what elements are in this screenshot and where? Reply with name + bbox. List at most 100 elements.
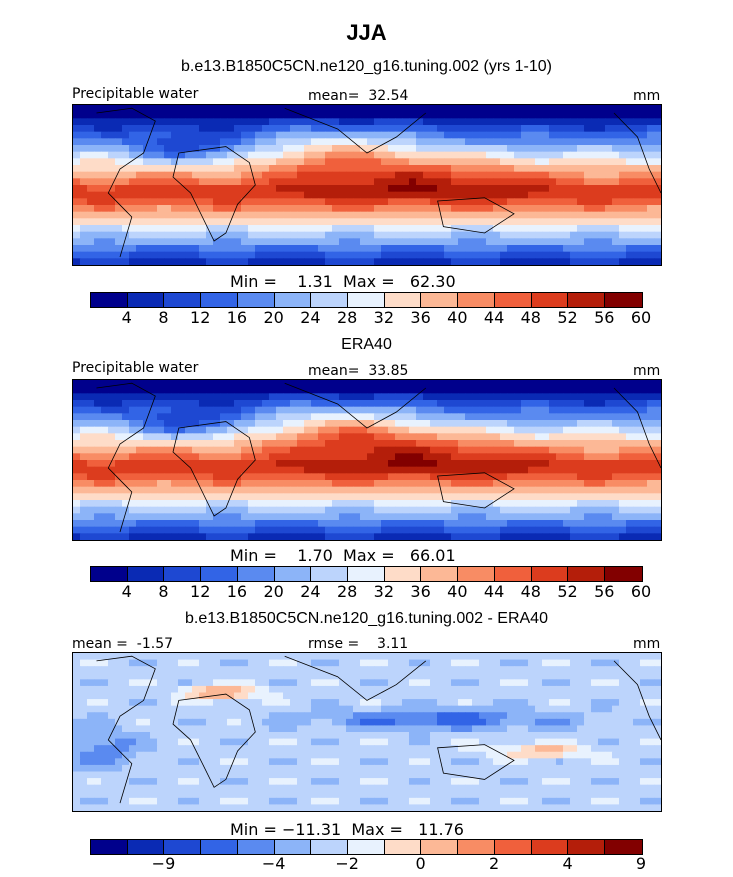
colorbar-tick-label: 24 — [300, 308, 321, 327]
colorbar-tick-label: −9 — [151, 854, 176, 873]
colorbar-swatch — [458, 567, 495, 581]
colorbar-tick-label: 40 — [447, 308, 468, 327]
colorbar-swatch — [605, 840, 642, 854]
colorbar-tick-label: 28 — [336, 308, 358, 327]
colorbar-swatch — [127, 567, 165, 581]
panel2-map-field — [73, 380, 661, 540]
colorbar-swatch — [91, 840, 128, 854]
panel3-map-field — [73, 653, 661, 811]
panel1-left-label: Precipitable water — [72, 86, 199, 102]
colorbar-swatch — [531, 840, 569, 854]
colorbar-swatch — [348, 567, 385, 581]
colorbar-swatch — [274, 840, 312, 854]
panel2-mean-label: mean= 33.85 — [308, 363, 409, 379]
colorbar-tick-label: 48 — [520, 308, 541, 327]
colorbar-tick-label: 56 — [594, 308, 615, 327]
colorbar-tick-label: 4 — [121, 308, 132, 327]
colorbar-tick-label: 44 — [483, 308, 505, 327]
panel1-minmax: Min = 1.31 Max = 62.30 — [230, 272, 456, 291]
colorbar-tick-label: 44 — [483, 582, 505, 601]
colorbar-swatch — [605, 293, 642, 307]
colorbar-swatch — [237, 567, 275, 581]
colorbar-tick-label: 60 — [630, 582, 652, 601]
panel3-mean-label: mean = -1.57 — [72, 636, 174, 652]
colorbar-swatch — [164, 293, 202, 307]
colorbar-tick-label: 60 — [630, 308, 652, 327]
panel2-units-label: mm — [633, 363, 661, 379]
colorbar-tick-label: 36 — [410, 582, 431, 601]
panel1-units-label: mm — [633, 88, 661, 104]
colorbar-swatch — [605, 567, 642, 581]
colorbar-tick-label: 52 — [557, 308, 578, 327]
colorbar-swatch — [201, 840, 238, 854]
colorbar-swatch — [531, 293, 569, 307]
colorbar-tick-label: 0 — [415, 854, 426, 873]
colorbar-swatch — [311, 840, 349, 854]
colorbar-tick-label: 2 — [488, 854, 500, 873]
colorbar-swatch — [568, 567, 606, 581]
panel1-map-field — [73, 105, 661, 265]
colorbar-tick-label: 4 — [562, 854, 573, 873]
panel2-map — [72, 379, 662, 541]
colorbar-swatch — [531, 567, 569, 581]
colorbar-tick-label: 4 — [121, 582, 132, 601]
panel3-map — [72, 652, 662, 812]
colorbar-swatch — [274, 293, 312, 307]
colorbar-swatch — [201, 567, 238, 581]
colorbar-swatch — [164, 567, 202, 581]
panel1-mean-label: mean= 32.54 — [308, 88, 409, 104]
panel3-subtitle: b.e13.B1850C5CN.ne120_g16.tuning.002 - E… — [185, 610, 548, 627]
colorbar-tick-label: 8 — [158, 308, 169, 327]
colorbar-swatch — [494, 293, 532, 307]
colorbar-swatch — [494, 840, 532, 854]
colorbar-tick-label: 32 — [373, 582, 395, 601]
colorbar-swatch — [127, 840, 165, 854]
panel1-subtitle: b.e13.B1850C5CN.ne120_g16.tuning.002 (yr… — [181, 58, 552, 75]
panel1-map — [72, 104, 662, 266]
panel2-left-label: Precipitable water — [72, 360, 199, 376]
colorbar-swatch — [274, 567, 312, 581]
panel3-colorbar — [90, 839, 643, 855]
colorbar-swatch — [237, 840, 275, 854]
colorbar-swatch — [384, 293, 422, 307]
colorbar-tick-label: 28 — [336, 582, 358, 601]
colorbar-tick-label: 32 — [373, 308, 395, 327]
panel1-colorbar — [90, 292, 643, 308]
panel2-colorbar — [90, 566, 643, 582]
colorbar-tick-label: 36 — [410, 308, 431, 327]
panel2-subtitle: ERA40 — [341, 336, 392, 353]
colorbar-tick-label: 20 — [263, 308, 284, 327]
panel2-minmax: Min = 1.70 Max = 66.01 — [230, 546, 456, 565]
panel1-colorbar-ticks: 4 8 12 16 20 24 28 32 36 40 44 48 52 56 60 — [90, 308, 652, 327]
colorbar-swatch — [421, 567, 459, 581]
colorbar-swatch — [384, 567, 422, 581]
colorbar-swatch — [421, 840, 459, 854]
colorbar-swatch — [568, 293, 606, 307]
panel3-colorbar-ticks: −9 −4 −2 0 2 4 9 — [90, 854, 646, 873]
colorbar-swatch — [348, 293, 385, 307]
colorbar-tick-label: 12 — [190, 308, 211, 327]
panel2-colorbar-ticks: 4 8 12 16 20 24 28 32 36 40 44 48 52 56 60 — [90, 582, 652, 601]
colorbar-swatch — [421, 293, 459, 307]
colorbar-tick-label: 48 — [520, 582, 541, 601]
colorbar-swatch — [91, 293, 128, 307]
colorbar-tick-label: 52 — [557, 582, 578, 601]
colorbar-tick-label: 20 — [263, 582, 284, 601]
colorbar-tick-label: 16 — [226, 308, 248, 327]
panel3-units-label: mm — [633, 636, 661, 652]
colorbar-tick-label: 16 — [226, 582, 248, 601]
colorbar-tick-label: 24 — [300, 582, 321, 601]
colorbar-swatch — [201, 293, 238, 307]
colorbar-tick-label: 56 — [594, 582, 615, 601]
colorbar-swatch — [458, 840, 495, 854]
colorbar-tick-label: 8 — [158, 582, 169, 601]
panel3-rmse-label: rmse = 3.11 — [308, 636, 409, 652]
colorbar-swatch — [458, 293, 495, 307]
colorbar-swatch — [311, 293, 349, 307]
panel3-minmax: Min = −11.31 Max = 11.76 — [230, 820, 464, 839]
colorbar-swatch — [311, 567, 349, 581]
colorbar-tick-label: 12 — [190, 582, 211, 601]
colorbar-swatch — [127, 293, 165, 307]
colorbar-swatch — [494, 567, 532, 581]
colorbar-swatch — [384, 840, 422, 854]
